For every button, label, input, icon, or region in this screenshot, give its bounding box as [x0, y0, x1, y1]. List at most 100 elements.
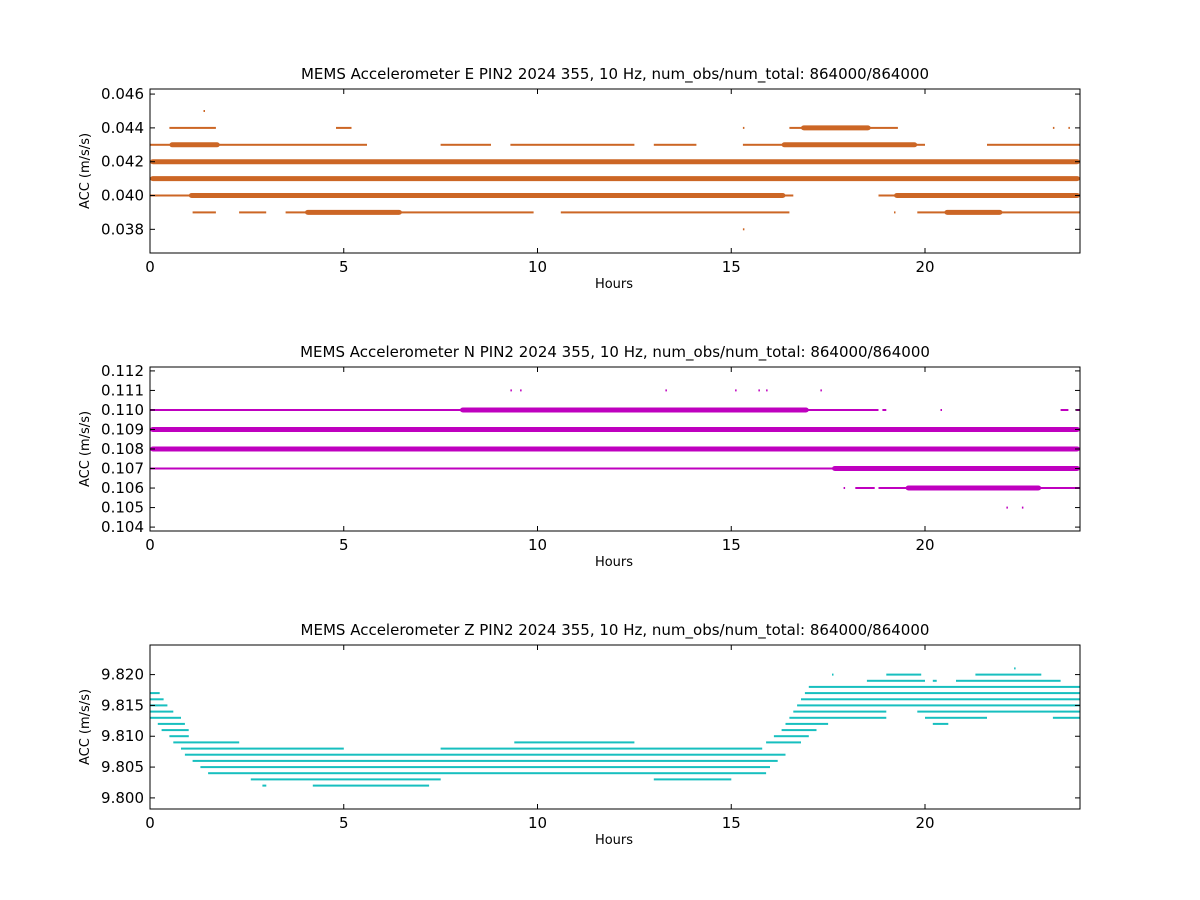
- data-span-level-4-0: [150, 692, 160, 695]
- y-tick-label: 0.111: [101, 381, 144, 399]
- data-dense-band-1-0: [801, 125, 871, 131]
- data-span-level-4-0: [150, 467, 1080, 470]
- data-span-level-2-0: [150, 143, 367, 146]
- data-dense-band-4-0: [832, 466, 1080, 471]
- data-dense-band-2-0: [169, 142, 220, 148]
- panel-vertical-xlabel: Hours: [595, 833, 633, 848]
- panel-east-xlabel: Hours: [595, 277, 633, 292]
- data-span-level-0-1: [520, 389, 522, 392]
- data-span-level-16-0: [200, 766, 770, 769]
- x-tick-label: 10: [528, 258, 547, 276]
- data-span-level-0-2: [665, 389, 667, 392]
- y-tick-label: 0.038: [101, 220, 144, 238]
- data-span-level-8-3: [1052, 716, 1080, 719]
- data-span-level-18-0: [250, 778, 441, 781]
- x-tick-label: 5: [339, 536, 349, 554]
- data-dense-band-5-0: [188, 193, 786, 198]
- data-span-level-0-4: [758, 389, 760, 392]
- data-span-level-1-1: [336, 126, 352, 129]
- data-span-level-2-1: [440, 143, 491, 146]
- x-tick-label: 0: [145, 258, 155, 276]
- data-span-level-2-0: [866, 679, 925, 682]
- panel-vertical-data-marks: [150, 667, 1081, 787]
- y-tick-label: 0.044: [101, 119, 144, 137]
- y-tick-label: 0.109: [101, 420, 144, 438]
- x-tick-label: 15: [722, 536, 741, 554]
- x-tick-label: 15: [722, 258, 741, 276]
- x-tick-label: 5: [339, 258, 349, 276]
- data-span-level-1-1: [886, 673, 922, 676]
- data-span-level-0-5: [766, 389, 768, 392]
- data-span-level-7-0: [150, 710, 174, 713]
- data-span-level-5-1: [801, 698, 1080, 701]
- data-span-level-17-0: [208, 772, 767, 775]
- data-span-level-19-1: [312, 784, 430, 787]
- data-span-level-9-2: [932, 722, 949, 725]
- data-dense-band-2-1: [781, 142, 918, 148]
- data-span-level-7-2: [917, 710, 1080, 713]
- x-tick-label: 10: [528, 814, 547, 832]
- y-tick-label: 0.112: [101, 362, 144, 380]
- y-tick-label: 0.107: [101, 460, 144, 478]
- data-span-level-2-2: [956, 679, 1061, 682]
- data-span-level-5-1: [855, 487, 875, 489]
- panel-east-data-marks: [150, 110, 1080, 231]
- data-span-level-1-3: [1060, 409, 1069, 411]
- data-span-level-6-1: [239, 211, 267, 214]
- data-span-level-0-3: [735, 389, 737, 392]
- data-span-level-1-2: [975, 673, 1042, 676]
- data-dense-band-5-1: [894, 193, 1080, 198]
- data-span-level-5-0: [843, 487, 846, 489]
- data-span-level-9-1: [785, 722, 829, 725]
- data-span-level-0-6: [820, 389, 822, 392]
- y-tick-label: 0.040: [101, 187, 144, 205]
- y-tick-label: 9.800: [101, 789, 144, 807]
- data-span-level-12-0: [173, 741, 240, 744]
- y-tick-label: 0.105: [101, 499, 144, 517]
- data-dense-band-4-0: [150, 176, 1080, 182]
- data-span-level-15-0: [192, 759, 778, 762]
- data-span-level-2-5: [987, 143, 1080, 146]
- data-span-level-0-0: [203, 110, 205, 112]
- data-span-level-10-0: [161, 729, 189, 732]
- data-span-level-1-1: [882, 409, 887, 411]
- data-dense-band-3-0: [150, 446, 1080, 452]
- data-dense-band-3-0: [150, 159, 1080, 165]
- data-span-level-1-2: [742, 126, 745, 129]
- panel-east-frame: [149, 88, 1081, 254]
- data-span-level-6-1: [797, 704, 1080, 707]
- data-span-level-5-0: [150, 698, 164, 701]
- x-tick-label: 20: [915, 814, 934, 832]
- panel-east-ticks: 0 5 10 15 20 0.038 0.040 0.042 0.044 0.046: [101, 85, 1080, 276]
- data-span-level-7-1: [793, 710, 887, 713]
- data-span-level-8-2: [925, 716, 987, 719]
- x-tick-label: 0: [145, 814, 155, 832]
- data-span-level-10-1: [781, 729, 817, 732]
- data-span-level-12-2: [766, 741, 801, 744]
- data-span-level-19-0: [262, 784, 267, 787]
- panel-north-xlabel: Hours: [595, 555, 633, 570]
- data-span-level-0-0: [1014, 667, 1016, 670]
- panel-north-frame: [149, 366, 1081, 532]
- data-span-level-14-0: [184, 753, 786, 756]
- panel-vertical: MEMS Accelerometer Z PIN2 2024 355, 10 H…: [78, 621, 1081, 848]
- panel-north-ylabel: ACC (m/s/s): [78, 411, 93, 487]
- data-span-level-6-0: [192, 211, 216, 214]
- y-tick-label: 0.108: [101, 440, 144, 458]
- panel-north-data-marks: [150, 389, 1080, 509]
- data-dense-band-2-0: [150, 427, 1080, 432]
- data-span-level-1-5: [1068, 126, 1070, 129]
- data-dense-band-1-0: [460, 407, 809, 413]
- data-span-level-6-1: [1021, 506, 1024, 509]
- x-tick-label: 15: [722, 814, 741, 832]
- data-span-level-6-3: [560, 211, 790, 214]
- data-span-level-13-0: [181, 747, 344, 750]
- y-tick-label: 0.106: [101, 479, 144, 497]
- data-span-level-7-0: [742, 228, 745, 231]
- data-span-level-1-0: [169, 126, 216, 129]
- data-span-level-11-1: [773, 735, 809, 738]
- data-dense-band-6-0: [305, 209, 402, 215]
- data-span-level-2-2: [510, 143, 635, 146]
- data-span-level-2-1: [932, 679, 937, 682]
- y-tick-label: 0.104: [101, 518, 144, 536]
